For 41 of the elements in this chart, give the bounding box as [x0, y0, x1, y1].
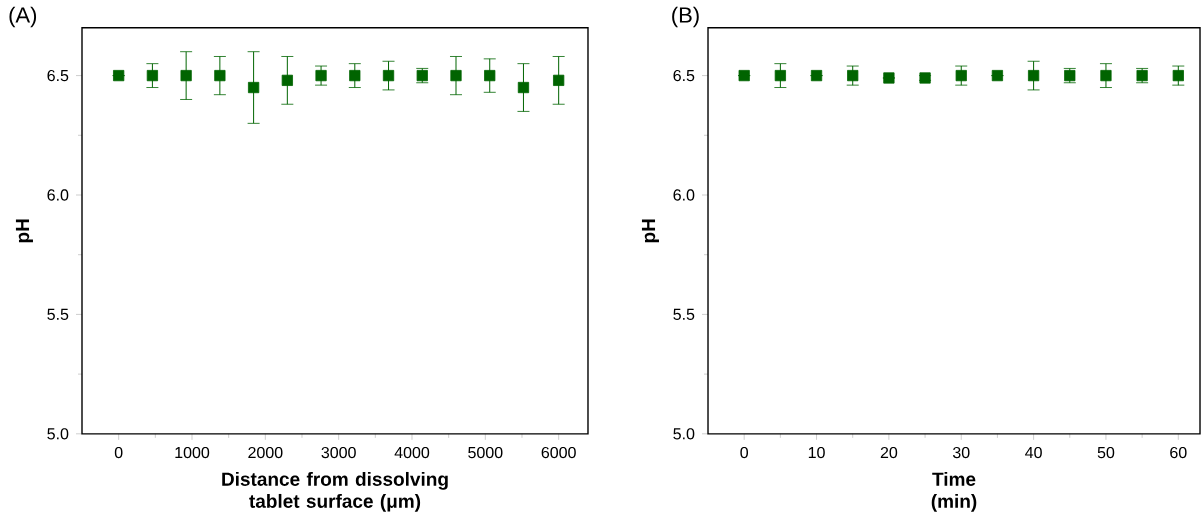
x-tick-label: 50: [1097, 446, 1115, 459]
x-tick-label: 20: [880, 446, 898, 459]
chart-title: (B): [672, 6, 699, 28]
point: [146, 70, 158, 82]
y-tick-label: 5.0: [47, 428, 69, 440]
point: [450, 70, 462, 82]
x-tick-label: 30: [952, 446, 970, 459]
y-tick-label: 5.5: [673, 308, 695, 321]
y-tick-label: 6.0: [673, 189, 695, 201]
x-tick-label: 40: [1025, 446, 1042, 459]
x-axis-title: Time (min): [931, 472, 977, 512]
y-axis-title: pH: [641, 219, 659, 243]
point: [553, 74, 565, 87]
x-tick-label: 2000: [248, 446, 283, 459]
x-tick-label: 1000: [175, 446, 210, 459]
x-tick-label: 6000: [541, 446, 576, 459]
x-tick-label: 5000: [468, 446, 503, 459]
x-tick-label: 3000: [321, 446, 356, 459]
point: [315, 70, 327, 82]
y-tick-label: 6.5: [47, 70, 69, 82]
point: [248, 82, 260, 94]
x-tick-label: 0: [114, 446, 123, 459]
y-tick-label: 6.5: [673, 70, 695, 82]
point: [281, 74, 293, 87]
y-axis-title: pH: [15, 219, 33, 243]
x-tick-label: 60: [1170, 446, 1187, 459]
chart-title: (A): [9, 6, 37, 28]
point: [214, 70, 226, 82]
x-axis-title: Distance from dissolving tablet surface (μm): [222, 472, 448, 512]
y-tick-label: 5.5: [47, 308, 69, 321]
x-tick-label: 10: [808, 446, 825, 459]
point: [517, 82, 530, 94]
x-tick-label: 4000: [394, 446, 430, 459]
point: [382, 70, 395, 82]
y-tick-label: 6.0: [47, 189, 69, 201]
point: [484, 70, 496, 82]
point: [113, 70, 125, 82]
point: [180, 70, 192, 82]
x-tick-label: 0: [740, 446, 749, 459]
point: [349, 70, 361, 82]
y-tick-label: 5.0: [673, 428, 695, 440]
